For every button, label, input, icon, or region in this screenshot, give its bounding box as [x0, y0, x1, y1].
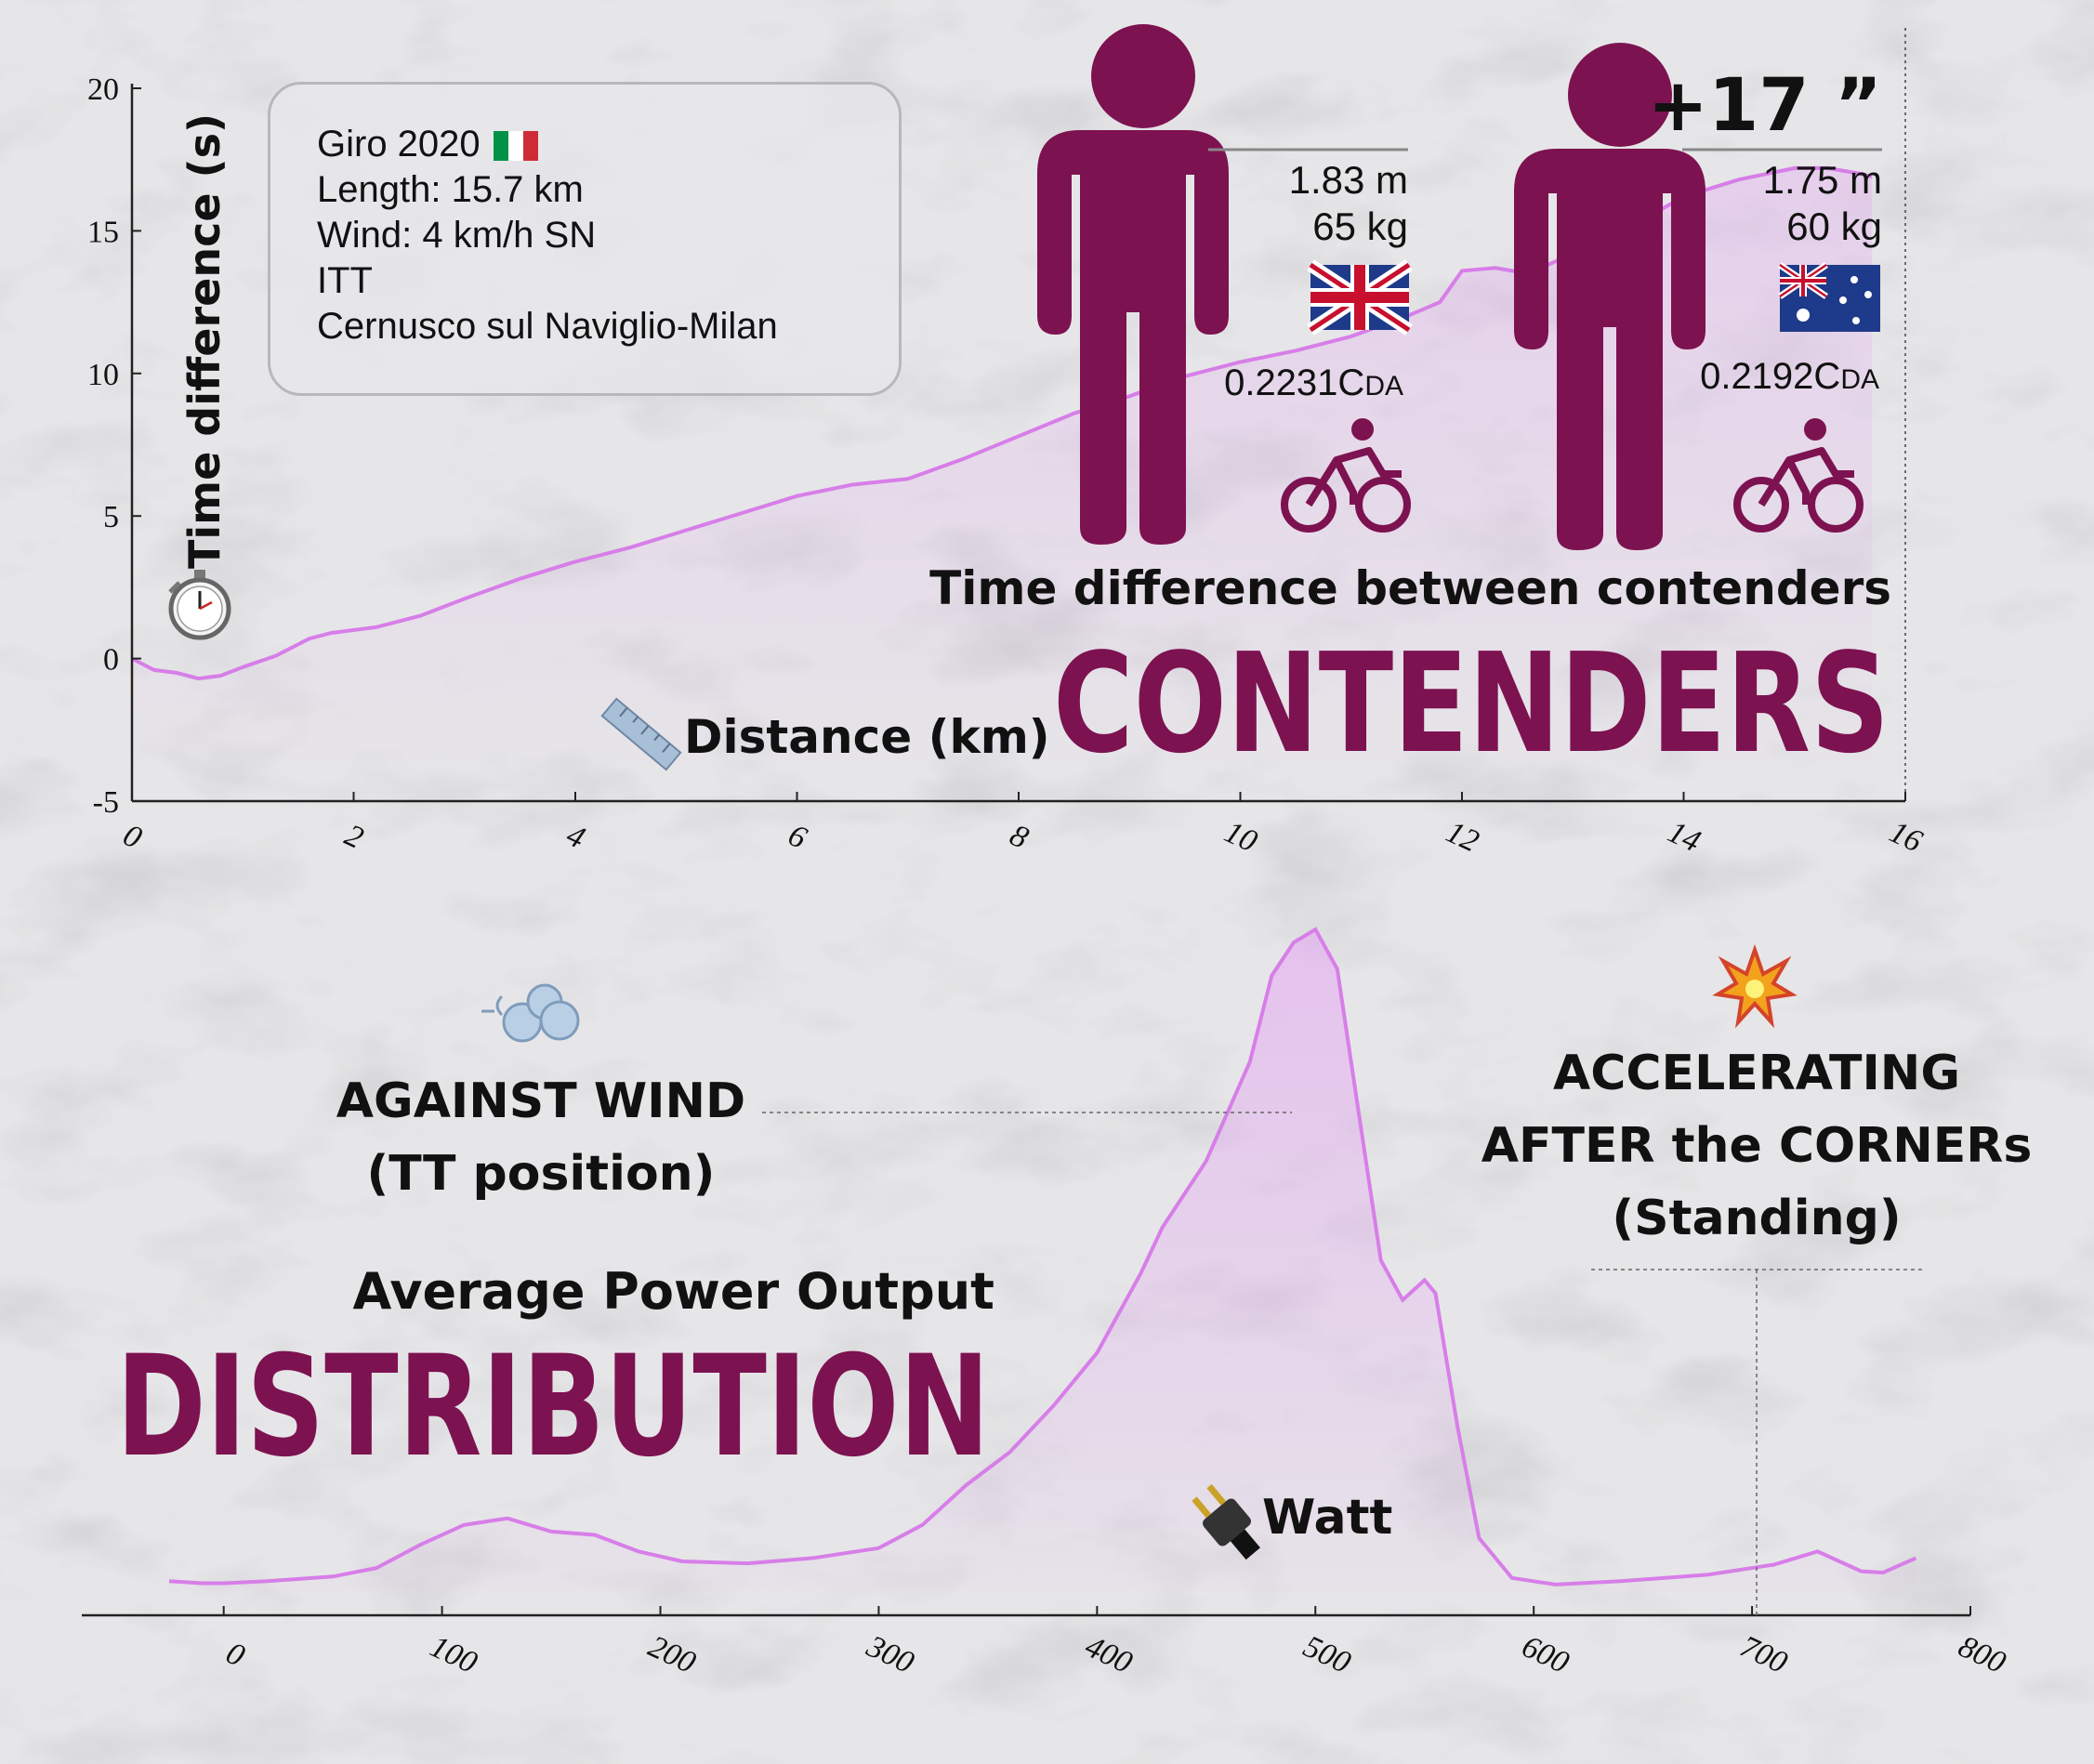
- accel-annotation-line1: ACCELERATING: [1553, 1046, 1960, 1101]
- y-tick-label: 10: [87, 358, 119, 392]
- rider-2-silhouette: [1514, 43, 1705, 550]
- x-tick-label: 200: [643, 1629, 701, 1680]
- x-tick-label: 4: [561, 818, 590, 856]
- x-tick-group: 0 100 200 300 400 500 600 700 800: [221, 1606, 2011, 1681]
- rider-1-silhouette: [1037, 24, 1229, 545]
- x-tick-label: 2: [339, 818, 368, 856]
- y-tick-label: -5: [93, 785, 119, 820]
- x-tick-label: 0: [118, 818, 147, 856]
- x-tick-label: 10: [1219, 815, 1262, 860]
- x-tick-label: 800: [1954, 1629, 2011, 1680]
- x-tick-label: 100: [425, 1629, 482, 1680]
- y-tick-label: 5: [103, 500, 119, 534]
- race-length: Length: 15.7 km: [317, 169, 584, 210]
- time-difference-area: [132, 167, 1873, 801]
- ruler-icon: [600, 697, 682, 771]
- race-name: Giro 2020: [317, 124, 481, 165]
- x-tick-label: 14: [1663, 815, 1705, 860]
- wind-annotation-line2: (TT position): [367, 1146, 716, 1202]
- cyclist-icon: [1281, 418, 1411, 533]
- race-info-row: Giro 2020: [317, 122, 899, 167]
- x-tick-label: 700: [1735, 1629, 1793, 1680]
- y-axis-label: Time difference (s): [179, 113, 230, 569]
- cyclist-icon: [1733, 418, 1864, 533]
- x-tick-label: 6: [783, 818, 811, 856]
- rider-2-cda: 0.2192CDA: [1700, 356, 1879, 397]
- distribution-subtitle: Average Power Output: [352, 1262, 994, 1321]
- wind-icon: [481, 983, 580, 1043]
- y-tick-label: 20: [87, 72, 119, 107]
- x-tick-label: 500: [1298, 1629, 1356, 1680]
- australia-flag-icon: [1778, 262, 1880, 332]
- x-tick-label: 12: [1441, 815, 1483, 860]
- accel-annotation-line2: AFTER the CORNERs: [1482, 1118, 2033, 1174]
- rider-1-cda: 0.2231CDA: [1224, 362, 1403, 403]
- wind-annotation-line1: AGAINST WIND: [336, 1073, 745, 1129]
- stopwatch-icon: [168, 570, 231, 640]
- gap-label: +17 ”: [1648, 64, 1882, 148]
- race-info-box: Giro 2020 Length: 15.7 km Wind: 4 km/h S…: [268, 82, 902, 396]
- power-distribution-chart: 0 100 200 300 400 500 600 700 800 Watt: [82, 927, 2011, 1681]
- y-tick-label: 15: [87, 215, 119, 249]
- contenders-subtitle: Time difference between contenders: [929, 561, 1891, 615]
- rider-2-weight: 60 kg: [1786, 204, 1882, 248]
- electric-plug-icon: [1192, 1483, 1260, 1560]
- italy-flag-icon: [493, 131, 538, 162]
- x-tick-label: 400: [1080, 1629, 1138, 1680]
- distribution-title: DISTRIBUTION: [116, 1326, 990, 1488]
- x-tick-label: 600: [1517, 1629, 1574, 1680]
- race-type: ITT: [317, 260, 373, 301]
- rider-1-weight: 65 kg: [1312, 204, 1408, 248]
- uk-flag-icon: [1307, 259, 1413, 336]
- x-axis-label: Distance (km): [684, 710, 1050, 764]
- contenders-title: CONTENDERS: [1053, 624, 1890, 783]
- x-tick-label: 300: [861, 1629, 919, 1681]
- rider-2-height: 1.75 m: [1763, 158, 1882, 202]
- x-tick-label: 16: [1884, 815, 1927, 860]
- x-axis-label: Watt: [1262, 1490, 1392, 1546]
- x-tick-label: 0: [221, 1636, 250, 1674]
- y-tick-label: 0: [103, 643, 119, 678]
- power-density-area: [169, 929, 1916, 1591]
- rider-1-height: 1.83 m: [1289, 158, 1408, 202]
- accel-annotation-line3: (Standing): [1612, 1191, 1901, 1246]
- x-tick-label: 8: [1005, 818, 1034, 856]
- collision-icon: [1712, 943, 1798, 1029]
- power-density-line: [168, 927, 1917, 1586]
- race-wind: Wind: 4 km/h SN: [317, 215, 597, 256]
- y-tick-group: -5 0 5 10 15 20: [87, 72, 141, 820]
- race-route: Cernusco sul Naviglio-Milan: [317, 306, 778, 347]
